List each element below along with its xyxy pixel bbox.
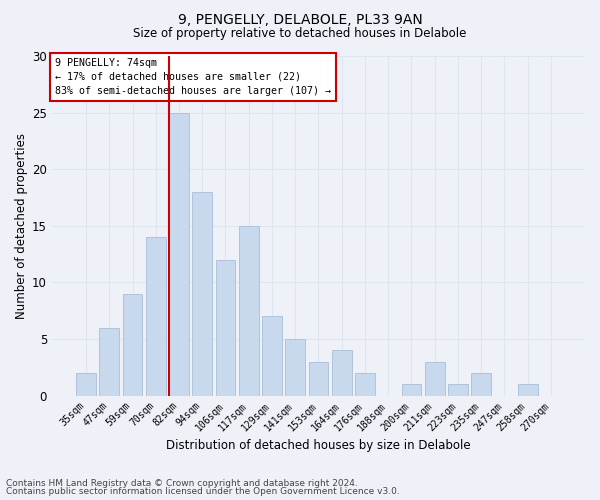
Bar — [471, 373, 491, 396]
Bar — [518, 384, 538, 396]
Bar — [401, 384, 421, 396]
Bar — [215, 260, 235, 396]
X-axis label: Distribution of detached houses by size in Delabole: Distribution of detached houses by size … — [166, 440, 471, 452]
Bar — [262, 316, 282, 396]
Text: Contains HM Land Registry data © Crown copyright and database right 2024.: Contains HM Land Registry data © Crown c… — [6, 478, 358, 488]
Bar — [308, 362, 328, 396]
Bar — [100, 328, 119, 396]
Y-axis label: Number of detached properties: Number of detached properties — [15, 133, 28, 319]
Text: Contains public sector information licensed under the Open Government Licence v3: Contains public sector information licen… — [6, 487, 400, 496]
Bar — [146, 237, 166, 396]
Bar — [425, 362, 445, 396]
Bar — [286, 339, 305, 396]
Bar — [169, 112, 189, 396]
Text: 9, PENGELLY, DELABOLE, PL33 9AN: 9, PENGELLY, DELABOLE, PL33 9AN — [178, 12, 422, 26]
Text: Size of property relative to detached houses in Delabole: Size of property relative to detached ho… — [133, 28, 467, 40]
Text: 9 PENGELLY: 74sqm
← 17% of detached houses are smaller (22)
83% of semi-detached: 9 PENGELLY: 74sqm ← 17% of detached hous… — [55, 58, 331, 96]
Bar — [76, 373, 96, 396]
Bar — [332, 350, 352, 396]
Bar — [122, 294, 142, 396]
Bar — [239, 226, 259, 396]
Bar — [448, 384, 468, 396]
Bar — [355, 373, 375, 396]
Bar — [193, 192, 212, 396]
